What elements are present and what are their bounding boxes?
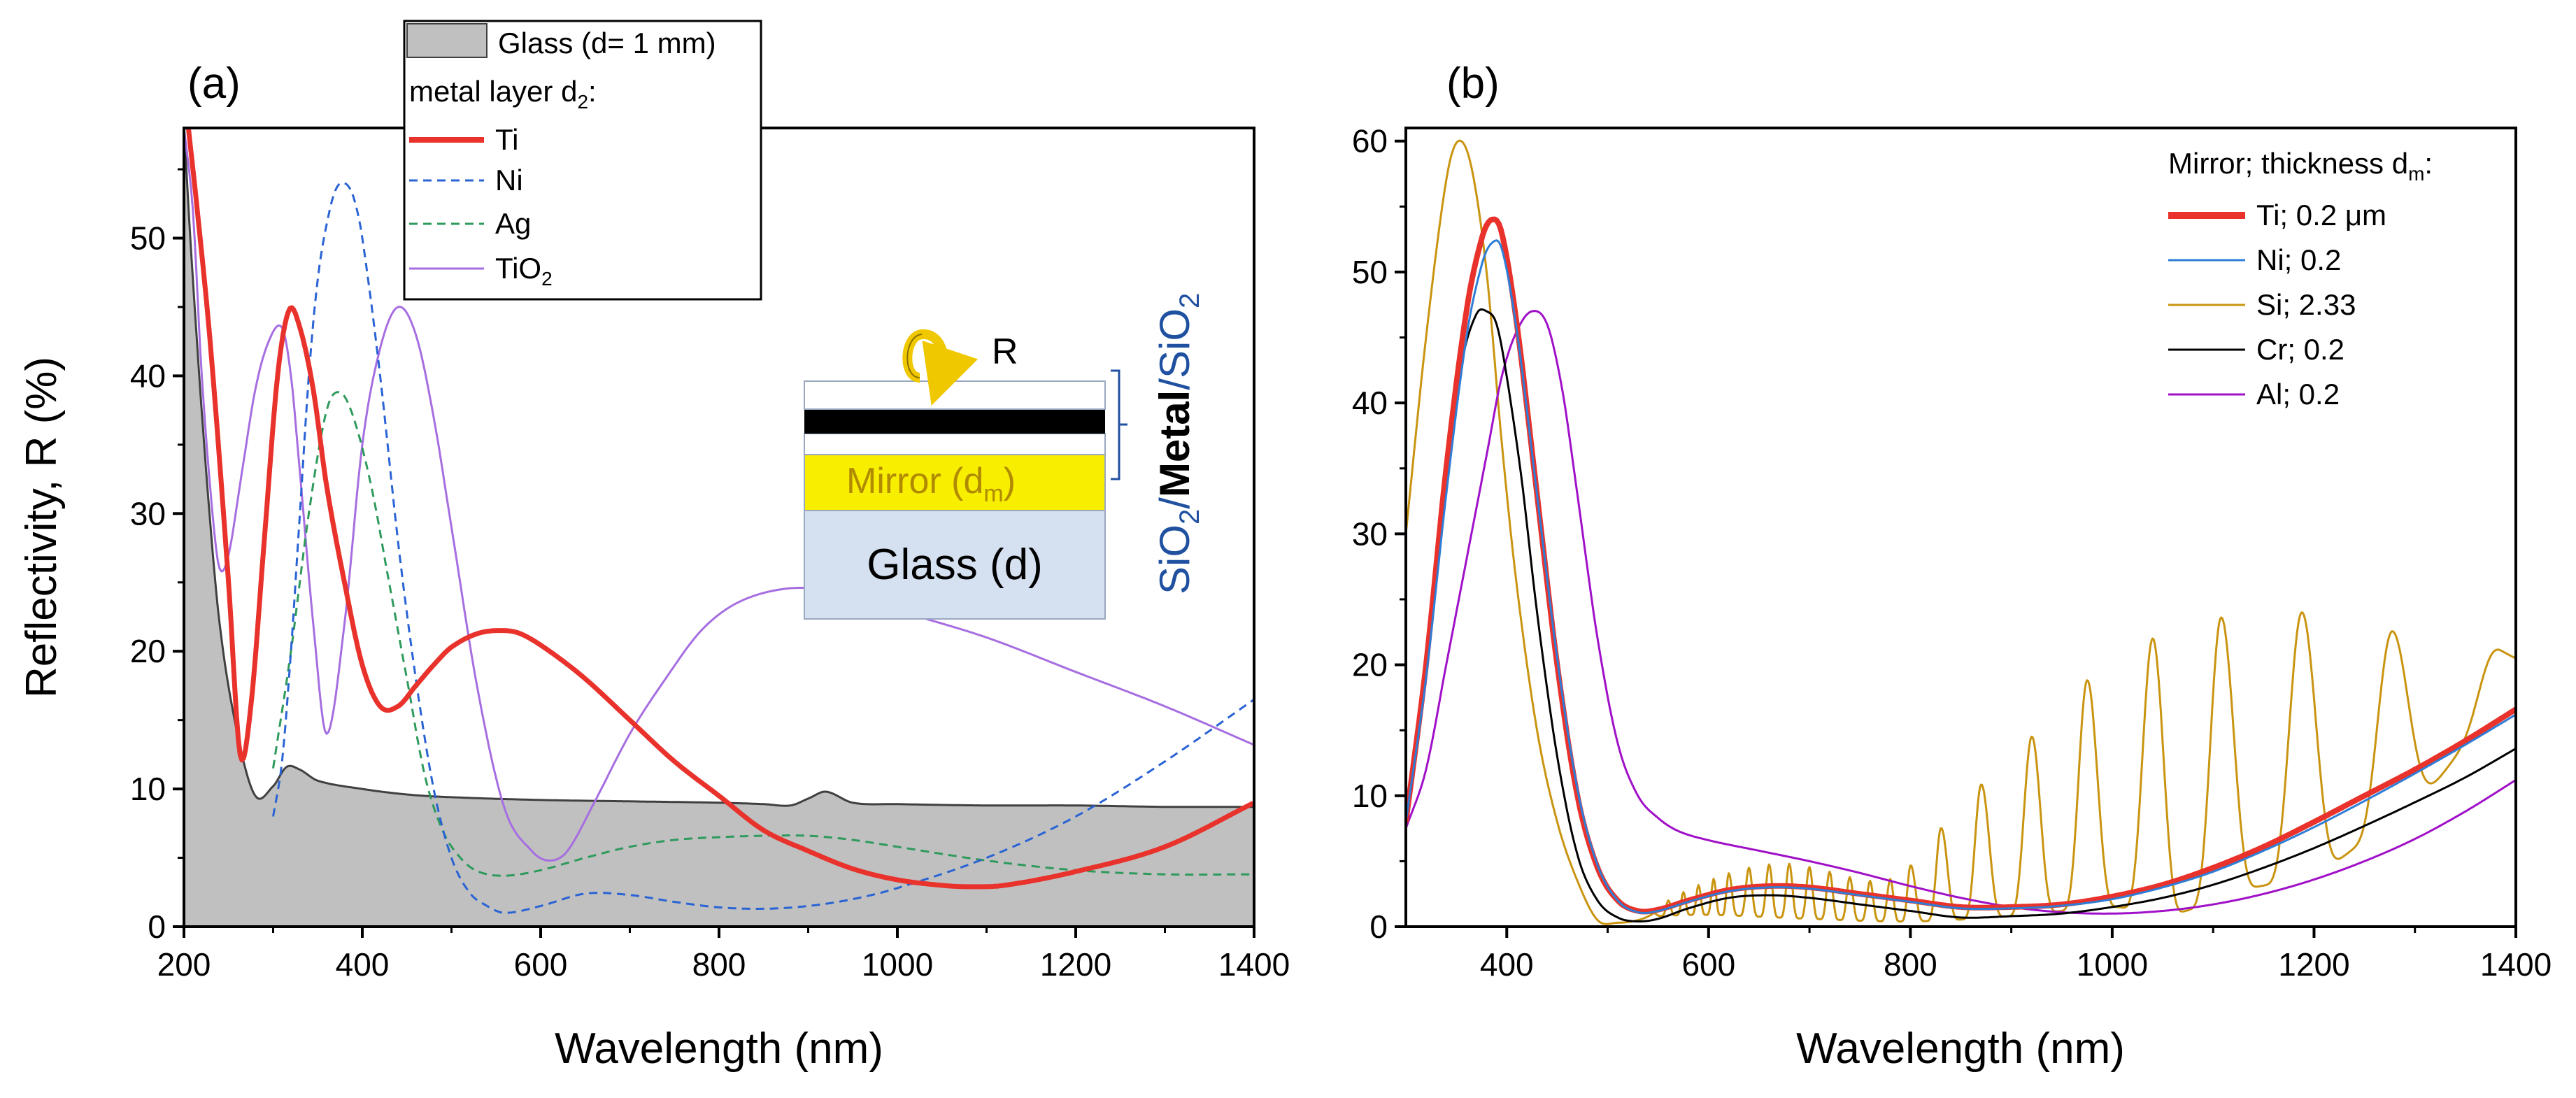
legend-entry-tio2: TiO2 xyxy=(409,252,553,290)
legend-entry-glass: Glass (d= 1 mm) xyxy=(406,23,716,59)
series-b-cr-0-2 xyxy=(1406,308,2516,922)
layer-stack-inset: Mirror (dm) Glass (d) R SiO2/Metal/SiO2 xyxy=(804,293,1205,620)
plot-area-b xyxy=(1406,139,2516,925)
top-sio2-layer xyxy=(804,380,1106,410)
x-tick-label-b-400: 400 xyxy=(1480,946,1534,983)
x-tick-label-a-1000: 1000 xyxy=(862,946,933,983)
legend-label-ti-b: Ti; 0.2 μm xyxy=(2256,199,2386,231)
legend-b: Mirror; thickness dm: Ti; 0.2 μm Ni; 0.2… xyxy=(2168,147,2433,411)
x-tick-label-a-800: 800 xyxy=(692,946,746,983)
legend-label-ni: Ni xyxy=(495,164,523,197)
legend-entry-ti-b: Ti; 0.2 μm xyxy=(2168,199,2386,231)
axis-ticks-a: 200 400 600 800 1000 1200 1400 0 10 20 30 40 50 xyxy=(130,168,1290,983)
legend-label-ti: Ti xyxy=(495,123,518,156)
legend-entry-cr-b: Cr; 0.2 xyxy=(2168,333,2344,366)
x-tick-label-b-600: 600 xyxy=(1681,946,1735,983)
x-tick-label-b-1200: 1200 xyxy=(2278,946,2349,983)
mirror-layer-label: Mirror (dm) xyxy=(846,461,1016,507)
y-tick-label-b-10: 10 xyxy=(1352,778,1388,814)
panel-label-b: (b) xyxy=(1446,59,1500,108)
reflection-label: R xyxy=(992,331,1018,372)
y-tick-label-b-40: 40 xyxy=(1352,385,1388,421)
series-b-ti-0-2-m xyxy=(1406,216,2516,915)
y-tick-label-a-30: 30 xyxy=(130,495,166,532)
series-a-glass-d-1-mm xyxy=(184,128,1254,808)
legend-entry-ni: Ni xyxy=(409,164,523,197)
series-b-si-2-33 xyxy=(1406,139,2516,925)
legend-label-metal-layer: metal layer d2: xyxy=(409,75,597,113)
legend-label-ag: Ag xyxy=(495,207,531,240)
legend-label-cr-b: Cr; 0.2 xyxy=(2256,333,2344,366)
glass-layer xyxy=(804,510,1106,620)
y-tick-label-b-0: 0 xyxy=(1369,908,1388,945)
y-tick-label-a-20: 20 xyxy=(130,633,166,669)
series-a-ag xyxy=(272,391,1254,877)
y-tick-label-a-50: 50 xyxy=(130,220,166,257)
legend-label-si-b: Si; 2.33 xyxy=(2256,288,2356,321)
y-tick-label-b-20: 20 xyxy=(1352,647,1388,683)
legend-label-al-b: Al; 0.2 xyxy=(2256,378,2340,411)
legend-entry-ag: Ag xyxy=(409,207,531,240)
y-tick-label-b-60: 60 xyxy=(1352,123,1388,159)
y-tick-label-b-50: 50 xyxy=(1352,254,1388,290)
chart-a: (a) 200 400 600 800 1000 1200 140001020304050 … xyxy=(17,20,1290,1073)
series-b-ni-0-2 xyxy=(1406,239,2516,914)
sio2-layer xyxy=(804,433,1106,455)
legend-entry-si-b: Si; 2.33 xyxy=(2168,288,2356,321)
x-axis-label-b: Wavelength (nm) xyxy=(1796,1025,2125,1073)
panel-label-a: (a) xyxy=(187,59,241,108)
axes-frame-b xyxy=(1404,127,2517,928)
x-tick-label-b-800: 800 xyxy=(1884,946,1937,983)
stack-composition-label: SiO2/Metal/SiO2 xyxy=(1151,293,1205,594)
reflection-arrow-outline xyxy=(906,334,923,378)
series-a-ti xyxy=(185,128,1254,890)
y-tick-label-a-40: 40 xyxy=(130,357,166,394)
x-tick-label-a-600: 600 xyxy=(514,946,568,983)
legend-entry-al-b: Al; 0.2 xyxy=(2168,378,2340,411)
x-axis-label-a: Wavelength (nm) xyxy=(555,1025,883,1073)
legend-a: Glass (d= 1 mm) metal layer d2: Ti Ni Ag… xyxy=(403,20,762,301)
legend-title-b: Mirror; thickness dm: xyxy=(2168,147,2433,185)
plot-area-a xyxy=(184,128,1254,927)
legend-entry-ni-b: Ni; 0.2 xyxy=(2168,243,2341,276)
series-a-ni xyxy=(272,181,1254,914)
series-b-al-0-2 xyxy=(1406,310,2516,915)
y-axis-label-a: Reflectivity, R (%) xyxy=(17,357,66,698)
stack-bracket xyxy=(1111,369,1127,480)
x-tick-label-a-1400: 1400 xyxy=(1218,946,1290,983)
glass-layer-label: Glass (d) xyxy=(867,541,1042,589)
y-tick-label-b-30: 30 xyxy=(1352,515,1388,552)
y-tick-label-a-10: 10 xyxy=(130,771,166,807)
x-tick-label-b-1400: 1400 xyxy=(2480,946,2552,983)
series-a-tio2 xyxy=(184,128,1254,862)
x-tick-label-a-200: 200 xyxy=(157,946,211,983)
legend-label-ni-b: Ni; 0.2 xyxy=(2256,243,2341,276)
series-a-glass-d-1-mm-fill xyxy=(184,128,1254,927)
legend-label-glass: Glass (d= 1 mm) xyxy=(498,27,716,59)
legend-entry-ti: Ti xyxy=(409,123,518,156)
x-tick-label-a-1200: 1200 xyxy=(1040,946,1111,983)
mirror-layer xyxy=(804,454,1106,511)
x-tick-label-a-400: 400 xyxy=(336,946,390,983)
chart-b: (b) 400 600 800 1000 1200 1400 0 10 20 30 40 50 60 W… xyxy=(1352,59,2552,1073)
metal-layer xyxy=(804,409,1105,434)
legend-label-tio2: TiO2 xyxy=(495,252,553,290)
y-tick-label-a-0: 0 xyxy=(148,908,166,945)
axis-ticks-b: 400 600 800 1000 1200 1400 0 10 20 30 40 50 60 xyxy=(1352,123,2552,983)
x-tick-label-b-1000: 1000 xyxy=(2077,946,2148,983)
